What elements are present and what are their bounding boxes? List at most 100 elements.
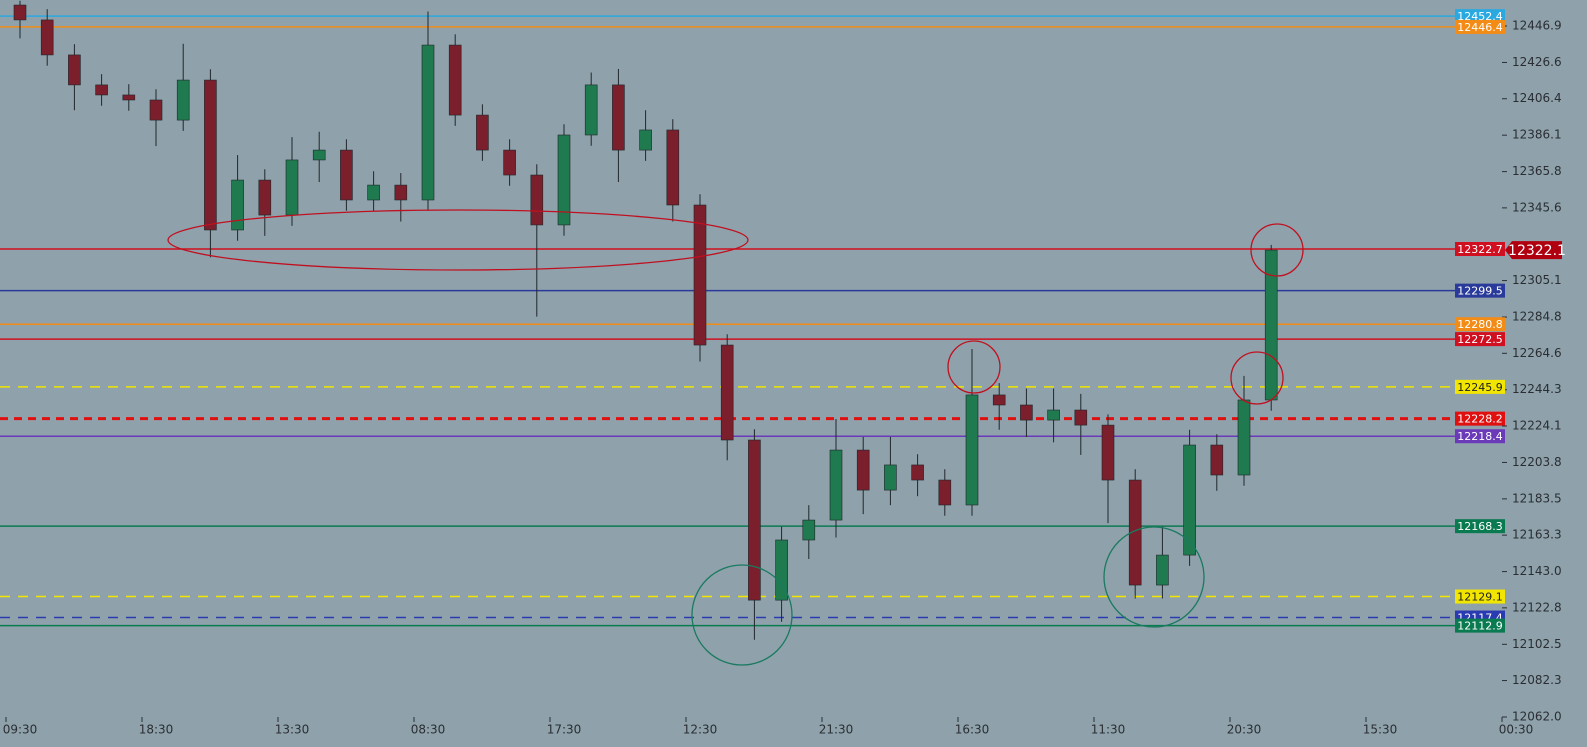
candle-body: [1020, 404, 1033, 421]
candle-body: [476, 114, 489, 151]
candle-body: [530, 174, 544, 226]
x-tick-label: 15:30: [1363, 723, 1398, 737]
candle-body: [176, 79, 190, 121]
candle-body: [95, 84, 108, 96]
level-tag: [1455, 241, 1505, 256]
y-tick-label: 12305.1: [1512, 273, 1562, 287]
candle-body: [1237, 399, 1251, 476]
candle-body: [448, 44, 462, 116]
level-tag: [1455, 19, 1505, 34]
current-price-tag: [1505, 241, 1562, 260]
candle-body: [68, 54, 81, 86]
y-tick-label: 12406.4: [1512, 91, 1562, 105]
axis-labels: 12446.9 12426.6 12406.4 12386.1 12365.8 12345…: [3, 9, 1566, 737]
candle-body: [1210, 444, 1224, 476]
candle-body: [557, 134, 571, 226]
level-tag: [1455, 9, 1505, 24]
candle-body: [231, 179, 244, 231]
candle-body: [802, 519, 816, 541]
x-tick-label: 21:30: [819, 723, 854, 737]
candle-body: [748, 439, 761, 601]
level-label: 12272.5: [1457, 333, 1503, 346]
level-tag: [1455, 332, 1505, 347]
candle-body: [367, 184, 380, 201]
level-tag: [1455, 379, 1505, 394]
level-tag: [1455, 411, 1505, 426]
y-tick-label: 12386.1: [1512, 128, 1562, 142]
candle-body: [421, 44, 435, 201]
y-tick-label: 12143.0: [1512, 564, 1562, 578]
candle-body: [938, 479, 952, 506]
candle-body: [149, 99, 163, 121]
candle-body: [856, 449, 870, 491]
y-tick-label: 12122.8: [1512, 600, 1562, 614]
y-tick-label: 12102.5: [1512, 637, 1562, 651]
level-tag: [1455, 519, 1505, 534]
candle-body: [584, 84, 598, 136]
level-label: 12168.3: [1457, 520, 1503, 533]
candle-body: [13, 4, 27, 21]
level-label: 12452.4: [1457, 10, 1503, 23]
y-tick-label: 12426.6: [1512, 55, 1562, 69]
y-tick-label: 12082.3: [1512, 673, 1562, 687]
candle-body: [775, 539, 788, 601]
candle-body: [40, 19, 54, 56]
candle-body: [394, 184, 408, 201]
candle-body: [340, 149, 353, 201]
annotation-circle: [1230, 351, 1284, 405]
y-tick-label: 12244.3: [1512, 382, 1562, 396]
candle-body: [829, 449, 843, 521]
candle-body: [965, 394, 979, 506]
candle-body: [122, 94, 136, 101]
y-tick-label: 12163.3: [1512, 528, 1562, 542]
x-tick-label: 08:30: [411, 723, 446, 737]
level-tag: [1455, 618, 1505, 633]
candle-body: [1264, 249, 1278, 401]
level-label: 12299.5: [1457, 285, 1503, 298]
annotation-circle: [1103, 526, 1205, 628]
x-tick-label: 00:30: [1499, 723, 1534, 737]
x-tick-label: 13:30: [275, 723, 310, 737]
candle-body: [884, 464, 897, 491]
candle-body: [312, 149, 326, 161]
level-tag: [1455, 429, 1505, 444]
y-tick-label: 12284.8: [1512, 310, 1562, 324]
candle-body: [285, 159, 299, 216]
level-label: 12228.2: [1457, 413, 1503, 426]
candle-body: [1047, 409, 1060, 421]
y-tick-label: 12365.8: [1512, 164, 1562, 178]
candle-body: [666, 129, 680, 206]
level-tag: [1455, 589, 1505, 604]
x-tick-label: 16:30: [955, 723, 990, 737]
level-label: 12129.1: [1457, 591, 1503, 604]
x-tick-label: 17:30: [547, 723, 582, 737]
x-tick-label: 12:30: [683, 723, 718, 737]
level-label: 12280.8: [1457, 318, 1503, 331]
y-tick-label: 12183.5: [1512, 491, 1562, 505]
y-tick-label: 12264.6: [1512, 346, 1562, 360]
annotation-circle: [947, 340, 1001, 394]
current-price-label: 12322.1: [1508, 243, 1566, 259]
candle-body: [1074, 409, 1088, 426]
level-tag: [1455, 317, 1505, 332]
level-tag: [1455, 283, 1505, 298]
candle-body: [693, 204, 707, 346]
level-label: 12322.7: [1457, 243, 1503, 256]
level-label: 12218.4: [1457, 430, 1503, 443]
x-tick-label: 18:30: [139, 723, 174, 737]
x-tick-label: 11:30: [1091, 723, 1126, 737]
y-tick-label: 12446.9: [1512, 19, 1562, 33]
y-tick-label: 12203.8: [1512, 455, 1562, 469]
level-label: 12446.4: [1457, 21, 1503, 34]
candle-body: [720, 344, 734, 441]
candle-body: [204, 79, 217, 231]
marks: [0, 0, 1455, 640]
candle-body: [612, 84, 625, 151]
y-tick-label: 12345.6: [1512, 200, 1562, 214]
candle-body: [1183, 444, 1196, 556]
y-tick-label: 12224.1: [1512, 418, 1562, 432]
y-tick-label: 12062.0: [1512, 710, 1562, 724]
